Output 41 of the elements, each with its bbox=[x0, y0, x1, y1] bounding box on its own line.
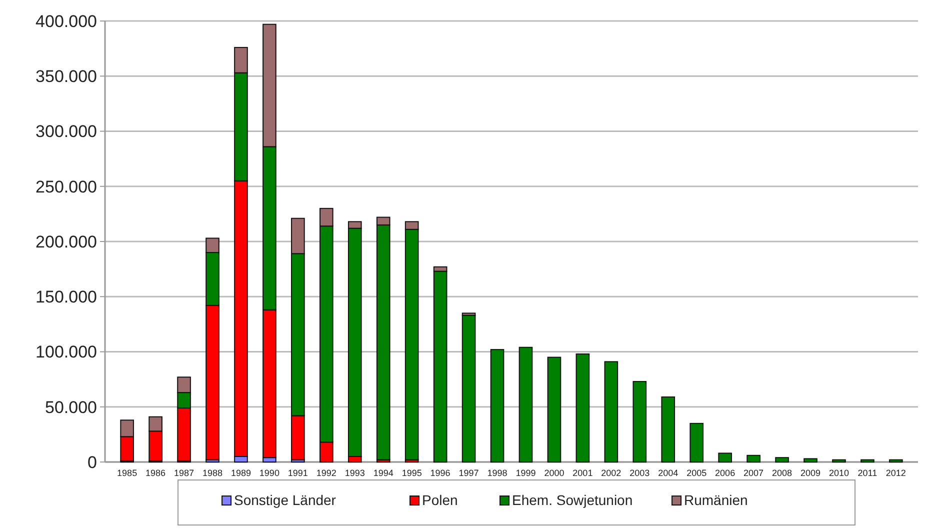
x-tick-label: 1985 bbox=[117, 468, 138, 478]
x-tick-label: 1989 bbox=[230, 468, 251, 478]
x-tick-label: 2007 bbox=[744, 468, 764, 478]
x-tick-label: 1994 bbox=[373, 468, 394, 478]
x-tick-label: 1986 bbox=[146, 468, 166, 478]
x-tick-label: 2001 bbox=[572, 468, 593, 478]
y-tick-label: 200.000 bbox=[36, 232, 97, 252]
y-tick-label: 250.000 bbox=[36, 177, 97, 196]
x-tick-label: 2005 bbox=[686, 468, 707, 478]
legend-label: Sonstige Länder bbox=[234, 492, 336, 508]
x-tick-label: 1996 bbox=[430, 468, 450, 478]
x-tick-label: 2006 bbox=[715, 468, 736, 478]
y-tick-label: 350.000 bbox=[36, 67, 97, 86]
x-tick-label: 1990 bbox=[259, 468, 280, 478]
x-tick-label: 2004 bbox=[658, 468, 678, 478]
x-tick-label: 2009 bbox=[800, 468, 821, 478]
y-tick-label: 150.000 bbox=[36, 288, 97, 307]
x-tick-label: 1997 bbox=[458, 468, 479, 478]
x-tick-label: 1993 bbox=[344, 468, 365, 478]
legend-label: Rumänien bbox=[684, 492, 748, 508]
x-tick-label: 2008 bbox=[772, 468, 792, 478]
x-tick-label: 2012 bbox=[886, 468, 906, 478]
x-tick-label: 1992 bbox=[316, 468, 336, 478]
legend-label: Ehem. Sowjetunion bbox=[512, 492, 633, 508]
x-tick-label: 2010 bbox=[828, 468, 849, 478]
x-tick-label: 2000 bbox=[544, 468, 564, 478]
x-tick-label: 1999 bbox=[516, 468, 536, 478]
x-tick-label: 2002 bbox=[601, 468, 622, 478]
y-tick-label: 400.000 bbox=[36, 12, 97, 31]
y-tick-label: 0 bbox=[88, 452, 97, 472]
legend-label: Polen bbox=[422, 492, 458, 508]
y-tick-label: 100.000 bbox=[36, 342, 97, 362]
x-tick-label: 1998 bbox=[487, 468, 508, 478]
y-tick-label: 50.000 bbox=[45, 398, 97, 417]
x-tick-label: 1987 bbox=[174, 468, 194, 478]
x-tick-label: 2003 bbox=[630, 468, 650, 478]
y-tick-label: 300.000 bbox=[36, 122, 97, 142]
x-tick-label: 1988 bbox=[202, 468, 223, 478]
x-tick-label: 2011 bbox=[858, 468, 878, 478]
x-tick-label: 1991 bbox=[288, 468, 308, 478]
x-tick-label: 1995 bbox=[402, 468, 422, 478]
